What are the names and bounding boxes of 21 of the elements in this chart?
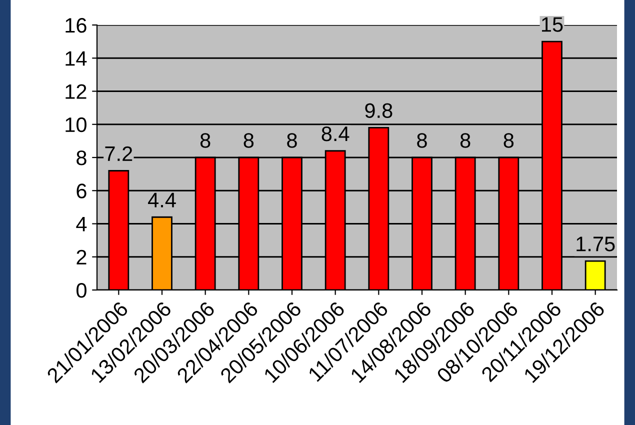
data-label: 7.2 xyxy=(105,146,132,161)
data-label: 8 xyxy=(417,133,427,148)
data-label: 4.4 xyxy=(148,192,176,208)
y-tick-label: 12 xyxy=(66,84,86,99)
y-tick-label: 6 xyxy=(76,184,86,198)
data-label: 8.4 xyxy=(322,126,350,142)
data-label: 1.75 xyxy=(576,236,615,252)
data-label: 9.8 xyxy=(365,103,392,118)
data-label: 8 xyxy=(287,133,297,148)
y-tick-label: 16 xyxy=(66,18,86,33)
data-label: 8 xyxy=(244,133,254,148)
y-tick-label: 8 xyxy=(76,150,86,166)
y-tick-label: 14 xyxy=(66,51,87,66)
data-label: 8 xyxy=(200,133,210,148)
y-tick-label: 2 xyxy=(76,250,86,264)
data-label: 8 xyxy=(460,133,470,148)
y-tick-label: 4 xyxy=(76,216,87,232)
y-tick-label: 10 xyxy=(66,117,86,132)
y-tick-label: 0 xyxy=(76,283,86,298)
data-label: 15 xyxy=(542,17,563,32)
data-label: 8 xyxy=(504,133,514,148)
